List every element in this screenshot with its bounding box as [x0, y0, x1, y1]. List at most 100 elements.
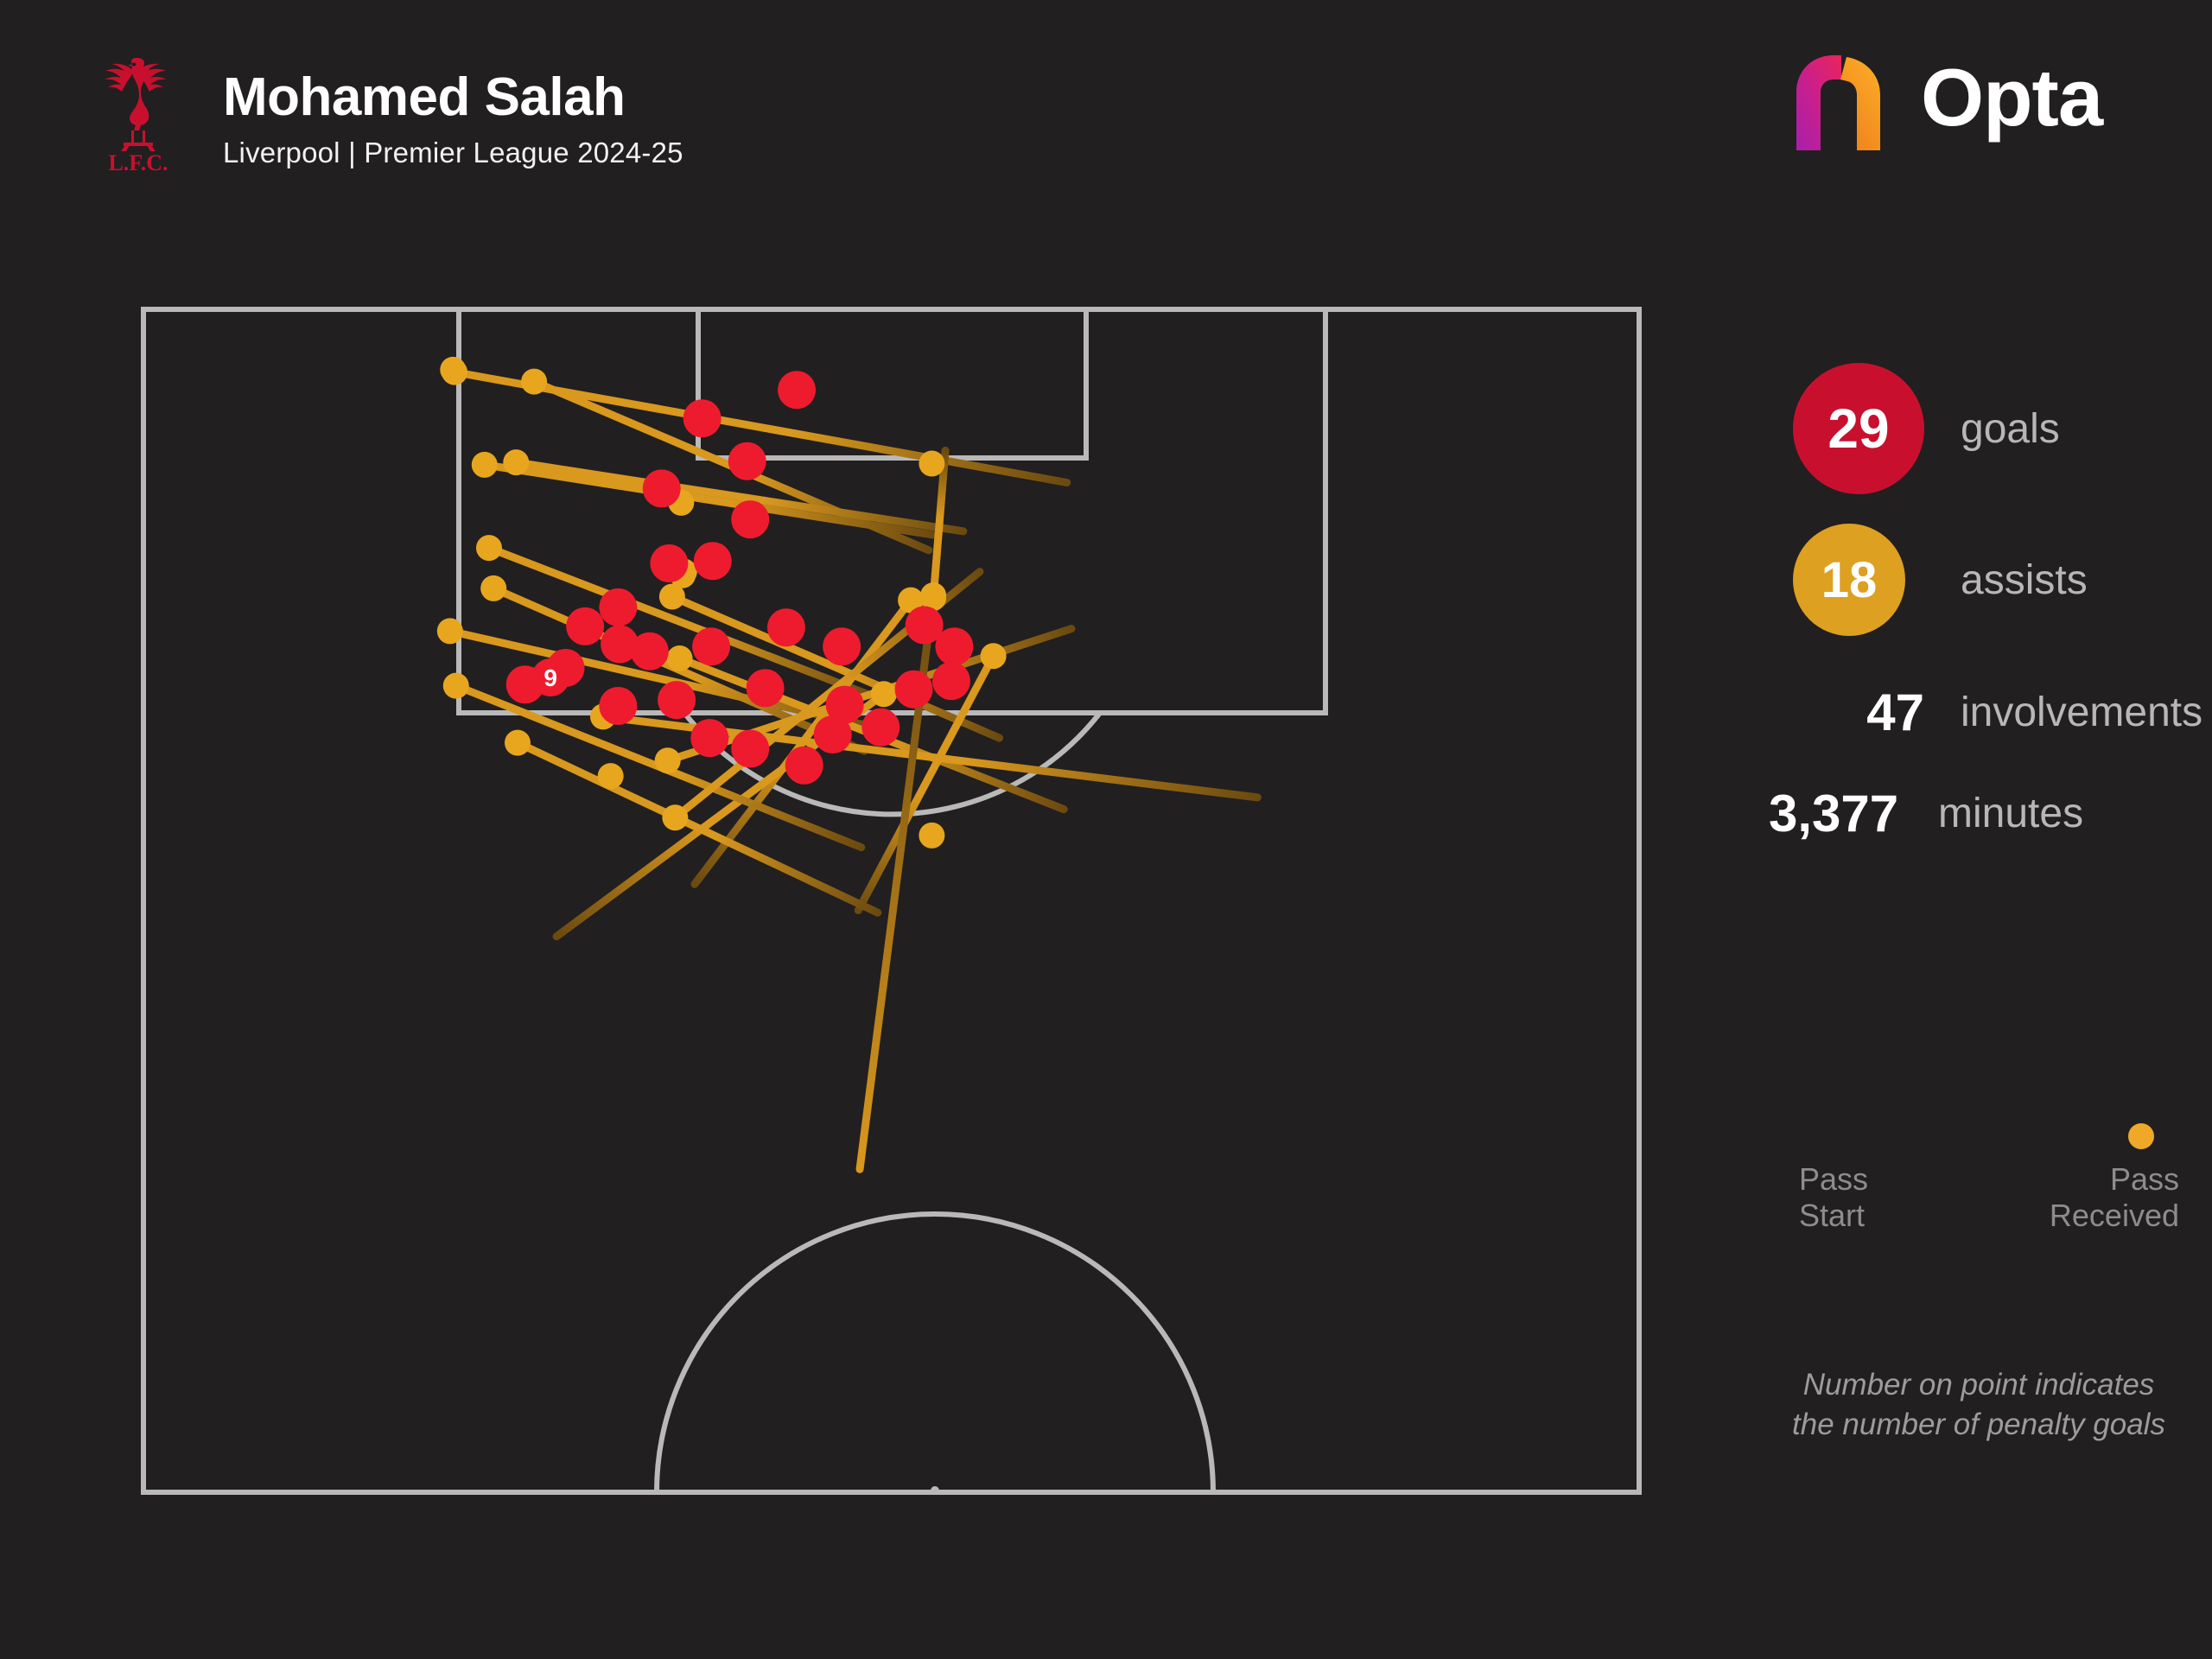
opta-mark-icon [1793, 52, 1895, 154]
goals-label: goals [1961, 405, 2060, 452]
pitch-svg: 9 [141, 259, 1642, 1495]
assist-pass-line [668, 593, 1004, 742]
involvements-label: involvements [1961, 690, 2203, 735]
centre-spot [931, 1486, 939, 1495]
assist-pass-line [480, 461, 938, 539]
goal-frame [747, 259, 1038, 312]
legend-pass-received: Pass Received [2050, 1161, 2179, 1235]
stats-panel: 29 goals 18 assists 47 involvements 3,37… [1769, 363, 2208, 843]
assist-start-dot [658, 583, 685, 610]
goal-point [894, 670, 933, 709]
stat-row-minutes: 3,377 minutes [1769, 784, 2208, 843]
goal-point [630, 632, 669, 671]
goal-point [599, 588, 638, 626]
goal-point [905, 606, 944, 645]
assist-start-dot [503, 449, 530, 476]
goal-point [650, 544, 689, 582]
involvements-value: 47 [1866, 683, 1924, 741]
assist-start-dot [597, 763, 624, 790]
assist-start-dot [436, 618, 463, 645]
goal-point [693, 542, 732, 581]
assist-start-dot [440, 356, 467, 383]
title-block: Mohamed Salah Liverpool | Premier League… [223, 71, 683, 169]
page-title: Mohamed Salah [223, 67, 626, 127]
assist-start-dot [442, 672, 469, 699]
goal-point [861, 708, 900, 747]
stat-row-involvements: 47 involvements [1793, 683, 2208, 742]
goal-point [601, 625, 639, 664]
stat-row-goals: 29 goals [1793, 363, 2208, 494]
legend-pass-received-line2: Received [2049, 1198, 2179, 1234]
assist-pass-line [485, 543, 880, 702]
legend-pass-dot [2128, 1123, 2154, 1149]
goals-bubble: 29 [1793, 363, 1924, 494]
assists-label: assists [1961, 556, 2088, 603]
penalty-goal-marker: 9 [531, 658, 570, 696]
goal-point [642, 469, 681, 508]
legend-pass-received-line1: Pass [2109, 1161, 2179, 1197]
assist-start-dot [480, 575, 507, 601]
assist-start-dot [898, 587, 925, 613]
minutes-label: minutes [1938, 791, 2084, 836]
penalty-box [456, 307, 1328, 715]
footnote: Number on point indicates the number of … [1754, 1365, 2203, 1444]
assist-pass-line [929, 446, 950, 602]
goal-point [692, 627, 731, 666]
goal-point [935, 627, 974, 666]
assist-start-dot [920, 584, 947, 611]
goal-point [566, 607, 605, 645]
penalty-goal-count: 9 [543, 664, 557, 691]
goal-point [813, 715, 852, 753]
minutes-value: 3,377 [1769, 785, 1899, 842]
assist-start-dot [662, 804, 689, 831]
centre-circle [654, 1211, 1216, 1493]
penalty-goal-point [531, 658, 570, 696]
assist-start-dot [654, 747, 681, 774]
liverpool-crest-icon: L.F.C. [91, 48, 186, 177]
crest-label: L.F.C. [108, 150, 168, 175]
assist-start-dot [980, 643, 1007, 670]
stat-row-assists: 18 assists [1793, 524, 2208, 636]
goal-point [825, 685, 864, 724]
goal-point [746, 669, 785, 708]
six-yard-box [696, 307, 1089, 461]
assist-start-dot [918, 822, 945, 849]
assist-start-dot [521, 368, 548, 395]
penalty-arc [682, 711, 1103, 817]
player-meta: Liverpool | Premier League 2024-25 [223, 137, 683, 168]
goal-point [683, 399, 721, 438]
goal-point [658, 681, 696, 720]
goal-point [931, 662, 970, 701]
goal-point [599, 687, 638, 725]
assists-bubble: 18 [1793, 524, 1905, 636]
footnote-line1: Number on point indicates [1802, 1368, 2155, 1402]
assist-start-dot [918, 450, 945, 477]
assist-pass-line [854, 652, 998, 914]
assist-start-dot [475, 535, 502, 562]
opta-logo: Opta [1793, 50, 2156, 154]
pitch-visualisation: 9 [141, 259, 1642, 1495]
assist-start-dot [471, 451, 498, 478]
assist-start-dot [504, 729, 531, 756]
goal-point [823, 627, 861, 666]
legend-pass-start-line2: Start [1799, 1198, 1866, 1234]
assist-pass-lines [446, 368, 1262, 1173]
legend-labels: Pass Start Pass Received [1799, 1161, 2179, 1239]
goal-point [778, 371, 817, 410]
legend-pass-start: Pass Start [1799, 1161, 1868, 1235]
assist-pass-line [450, 368, 1071, 486]
opta-wordmark: Opta [1921, 52, 2103, 143]
pass-legend: Pass Start Pass Received [1799, 1123, 2205, 1239]
legend-pass-start-line1: Pass [1799, 1161, 1869, 1197]
legend-graphic [1799, 1123, 2162, 1149]
goal-point [731, 500, 770, 539]
assist-start-dot [666, 645, 693, 671]
goal-point [766, 608, 805, 647]
footnote-line2: the number of penalty goals [1792, 1407, 2165, 1441]
goal-point [728, 442, 766, 480]
goal-point [690, 719, 729, 758]
goal-point [731, 729, 770, 768]
assist-pass-line [513, 739, 882, 917]
assist-pass-line [512, 458, 968, 536]
assist-start-dot [870, 681, 897, 708]
